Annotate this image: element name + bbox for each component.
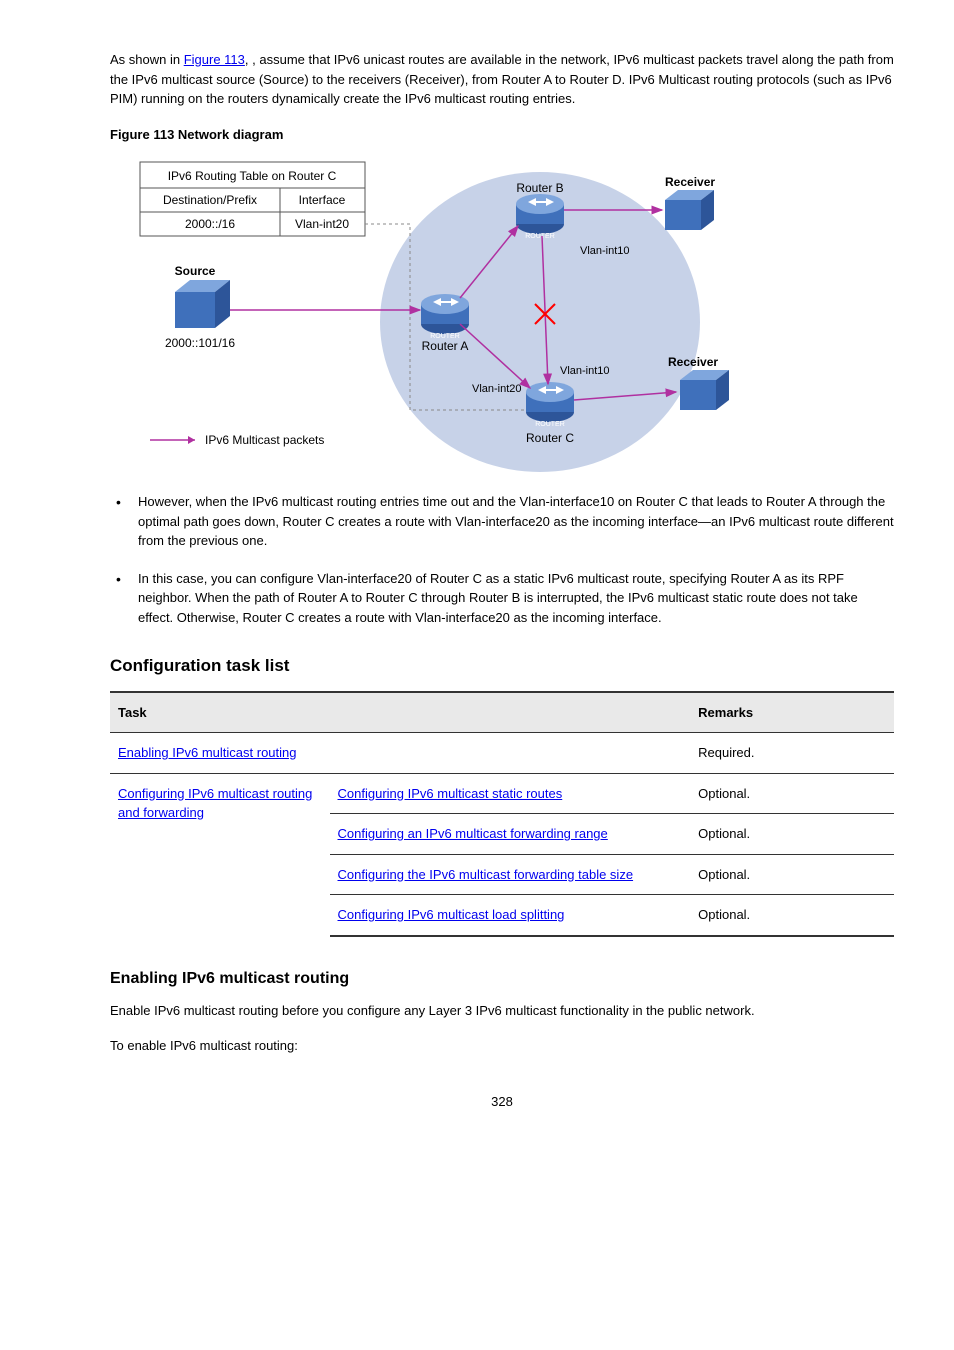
task-enable-routing[interactable]: Enabling IPv6 multicast routing	[118, 745, 296, 760]
remark-opt-1: Optional.	[690, 773, 894, 814]
enable-routing-title: Enabling IPv6 multicast routing	[110, 967, 894, 991]
svg-text:ROUTER: ROUTER	[430, 333, 460, 340]
subtask-static-routes[interactable]: Configuring IPv6 multicast static routes	[338, 786, 563, 801]
source-host: Source 2000::101/16	[165, 264, 235, 350]
col-task-header: Task	[110, 692, 690, 733]
network-diagram: IPv6 Routing Table on Router C Destinati…	[110, 152, 894, 472]
label-b-vlan10: Vlan-int10	[580, 245, 630, 257]
bullet-list: However, when the IPv6 multicast routing…	[110, 492, 894, 627]
page-number: 328	[110, 1092, 894, 1112]
remark-opt-3: Optional.	[690, 854, 894, 895]
svg-text:2000::101/16: 2000::101/16	[165, 336, 235, 350]
svg-text:2000::/16: 2000::/16	[185, 217, 235, 231]
col-remarks-header: Remarks	[690, 692, 894, 733]
svg-text:Vlan-int20: Vlan-int20	[295, 217, 349, 231]
receiver-top: Receiver	[665, 175, 715, 230]
remark-opt-2: Optional.	[690, 814, 894, 855]
svg-text:ROUTER: ROUTER	[525, 233, 555, 240]
figure-label: Figure 113 Network diagram	[110, 125, 894, 145]
router-c: Router C ROUTER	[526, 382, 574, 445]
remark-required: Required.	[690, 733, 894, 774]
bullet-1: However, when the IPv6 multicast routing…	[110, 492, 894, 551]
figure-link[interactable]: Figure 113	[184, 52, 245, 67]
svg-text:ROUTER: ROUTER	[535, 421, 565, 428]
svg-text:Source: Source	[175, 264, 216, 278]
intro-before: As shown in	[110, 52, 184, 67]
config-task-title: Configuration task list	[110, 653, 894, 679]
label-c-vlan10: Vlan-int10	[560, 365, 610, 377]
routing-table: IPv6 Routing Table on Router C Destinati…	[140, 162, 365, 236]
svg-text:Receiver: Receiver	[665, 175, 715, 189]
bullet-2: In this case, you can configure Vlan-int…	[110, 569, 894, 628]
intro-paragraph: As shown in Figure 113, , assume that IP…	[110, 50, 894, 109]
svg-text:Destination/Prefix: Destination/Prefix	[163, 193, 257, 207]
enable-routing-task-intro: To enable IPv6 multicast routing:	[110, 1036, 894, 1056]
svg-text:Receiver: Receiver	[668, 355, 718, 369]
svg-text:Interface: Interface	[299, 193, 346, 207]
subtask-fwd-table-size[interactable]: Configuring the IPv6 multicast forwardin…	[338, 867, 634, 882]
svg-text:IPv6 Multicast packets: IPv6 Multicast packets	[205, 433, 324, 447]
legend: IPv6 Multicast packets	[150, 433, 324, 447]
config-task-table: Task Remarks Enabling IPv6 multicast rou…	[110, 691, 894, 937]
remark-opt-4: Optional.	[690, 895, 894, 936]
label-c-vlan20: Vlan-int20	[472, 383, 522, 395]
svg-text:IPv6 Routing Table on Router C: IPv6 Routing Table on Router C	[168, 169, 337, 183]
subtask-load-split[interactable]: Configuring IPv6 multicast load splittin…	[338, 907, 565, 922]
task-config-routing-fwd[interactable]: Configuring IPv6 multicast routing and f…	[118, 786, 312, 821]
svg-text:Router B: Router B	[516, 181, 563, 195]
svg-text:Router C: Router C	[526, 431, 574, 445]
subtask-fwd-range[interactable]: Configuring an IPv6 multicast forwarding…	[338, 826, 608, 841]
enable-routing-para: Enable IPv6 multicast routing before you…	[110, 1001, 894, 1021]
svg-text:Router A: Router A	[422, 339, 469, 353]
router-a: Router A ROUTER	[421, 294, 469, 353]
